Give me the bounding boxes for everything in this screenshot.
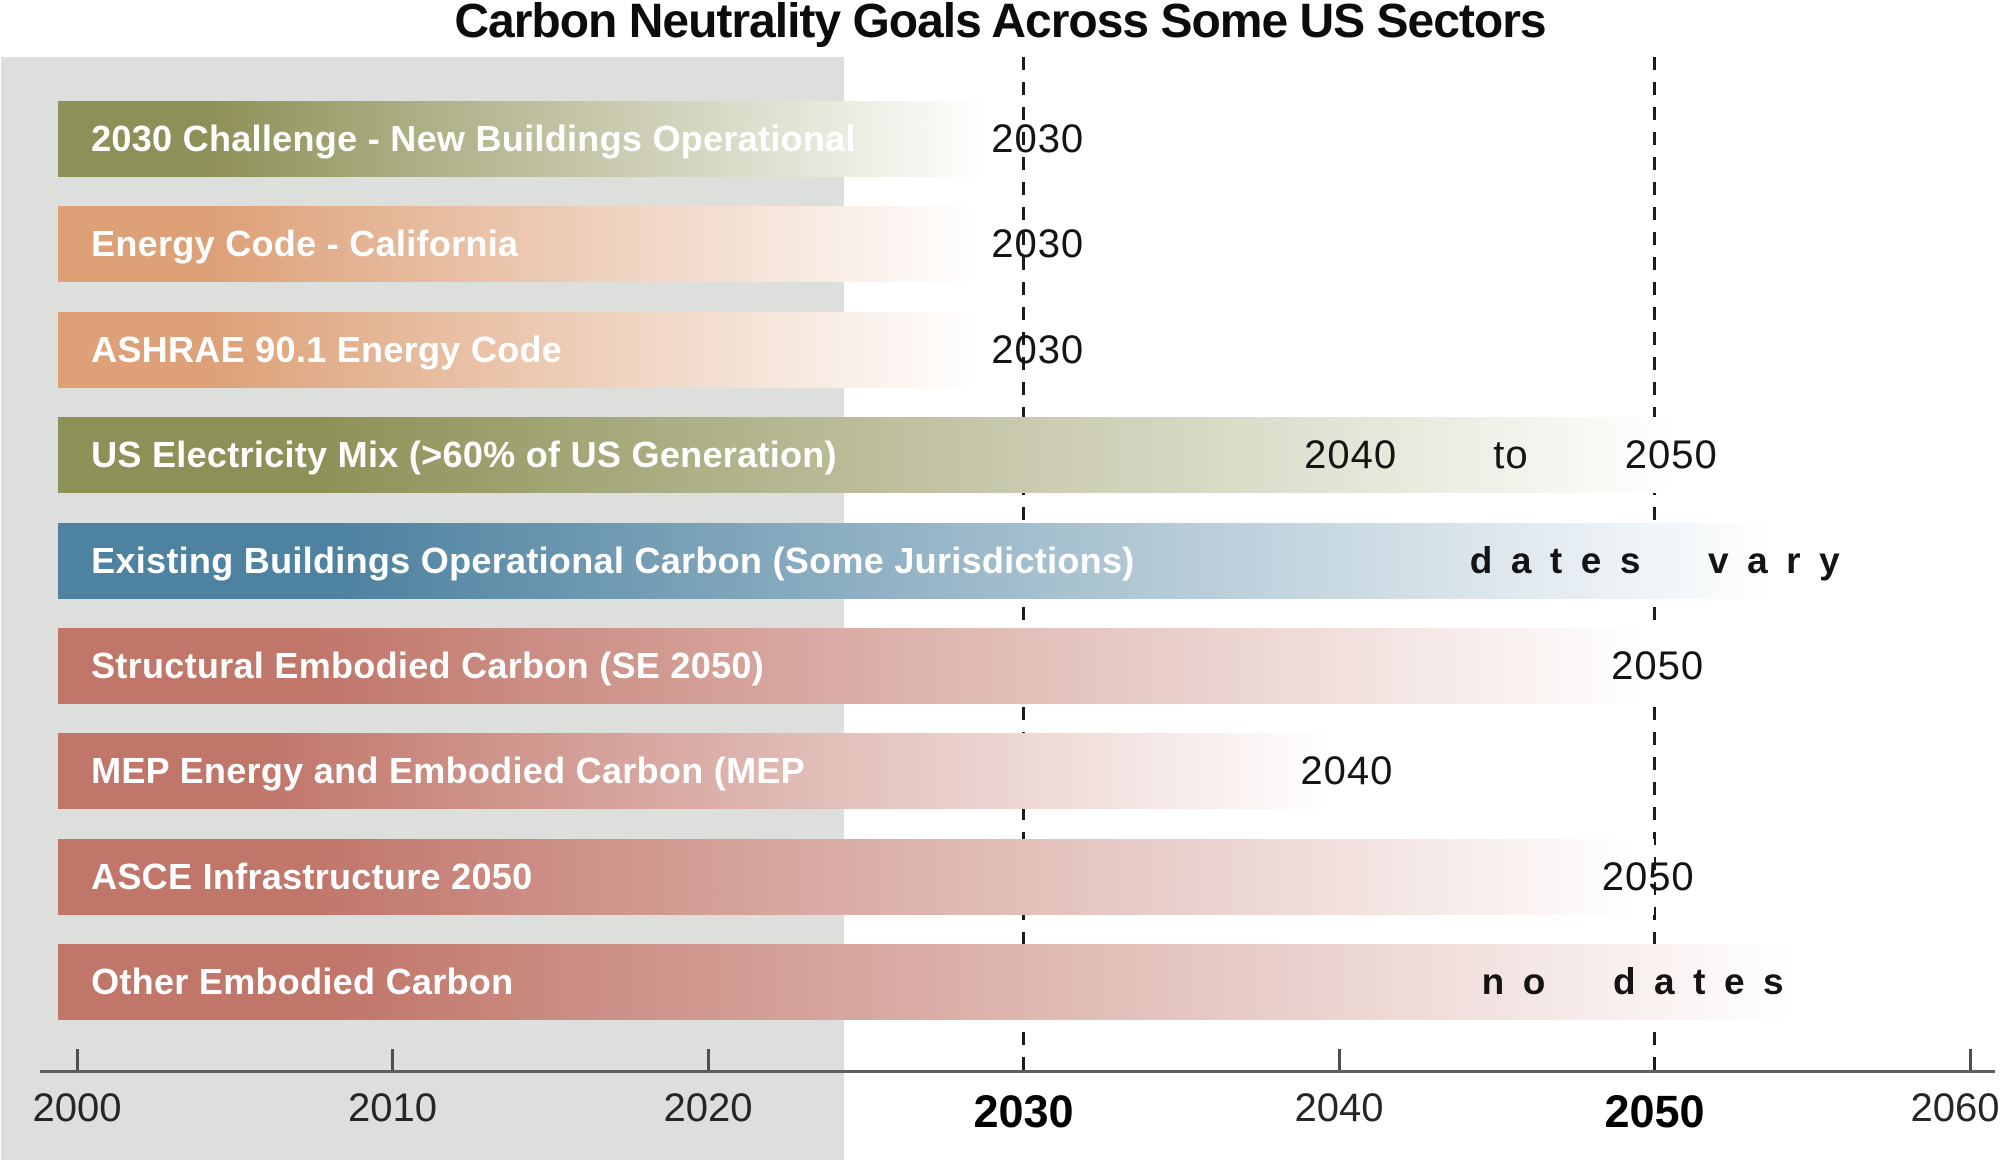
goal-date-annotation: no dates bbox=[1481, 961, 1803, 1003]
goal-bar: 2030 Challenge - New Buildings Operation… bbox=[58, 101, 996, 177]
x-axis-label-2010: 2010 bbox=[348, 1086, 437, 1130]
goal-bar-label: US Electricity Mix (>60% of US Generatio… bbox=[91, 434, 837, 476]
chart-title: Carbon Neutrality Goals Across Some US S… bbox=[454, 0, 1546, 48]
goal-bar-label: Structural Embodied Carbon (SE 2050) bbox=[91, 645, 764, 686]
goal-date-annotation: 2050 bbox=[1611, 644, 1705, 688]
goal-bar-label: 2030 Challenge - New Buildings Operation… bbox=[91, 118, 856, 159]
x-axis-label-2000: 2000 bbox=[32, 1086, 122, 1130]
x-axis-tick-2060 bbox=[1968, 1049, 1972, 1070]
goal-bar-label: ASCE Infrastructure 2050 bbox=[91, 855, 533, 897]
goal-bar: Existing Buildings Operational Carbon (S… bbox=[58, 522, 1791, 599]
goal-date-annotation: dates vary bbox=[1469, 539, 1859, 581]
goal-bar: US Electricity Mix (>60% of US Generatio… bbox=[58, 417, 1690, 494]
goal-bar: Energy Code - California bbox=[58, 206, 986, 283]
goal-bar: Structural Embodied Carbon (SE 2050) bbox=[58, 628, 1661, 704]
goal-bar-label: Existing Buildings Operational Carbon (S… bbox=[91, 539, 1135, 581]
goal-bar: ASHRAE 90.1 Energy Code bbox=[58, 311, 986, 388]
x-axis-tick-2040 bbox=[1337, 1049, 1341, 1070]
x-axis-tick-2000 bbox=[75, 1049, 79, 1070]
goal-bar: MEP Energy and Embodied Carbon (MEP bbox=[58, 733, 1346, 810]
goal-bar-label: MEP Energy and Embodied Carbon (MEP bbox=[91, 750, 805, 792]
goal-date-annotation: 2050 bbox=[1601, 854, 1695, 899]
x-axis-label-2020: 2020 bbox=[663, 1086, 753, 1130]
goal-date-annotation: 2030 bbox=[991, 222, 1085, 267]
x-axis-label-2060: 2060 bbox=[1910, 1086, 2000, 1130]
x-axis-label-2040: 2040 bbox=[1294, 1086, 1384, 1130]
x-axis-label-2050: 2050 bbox=[1604, 1086, 1705, 1137]
x-axis-tick-2010 bbox=[391, 1049, 394, 1070]
goal-date-annotation: 2030 bbox=[991, 327, 1085, 372]
x-axis-line bbox=[40, 1070, 1995, 1073]
goal-date-annotation: 2030 bbox=[991, 117, 1085, 161]
goal-bar: ASCE Infrastructure 2050 bbox=[58, 838, 1655, 915]
x-axis-tick-2020 bbox=[706, 1049, 710, 1070]
goal-bar-label: ASHRAE 90.1 Energy Code bbox=[91, 328, 563, 370]
goal-date-annotation: 2040 to 2050 bbox=[1304, 433, 1718, 478]
goal-bar-label: Other Embodied Carbon bbox=[91, 961, 514, 1003]
goal-date-annotation: 2040 bbox=[1300, 749, 1394, 794]
x-axis-label-2030: 2030 bbox=[973, 1086, 1074, 1137]
goal-bar: Other Embodied Carbon bbox=[58, 944, 1810, 1021]
goal-bar-label: Energy Code - California bbox=[91, 223, 519, 265]
